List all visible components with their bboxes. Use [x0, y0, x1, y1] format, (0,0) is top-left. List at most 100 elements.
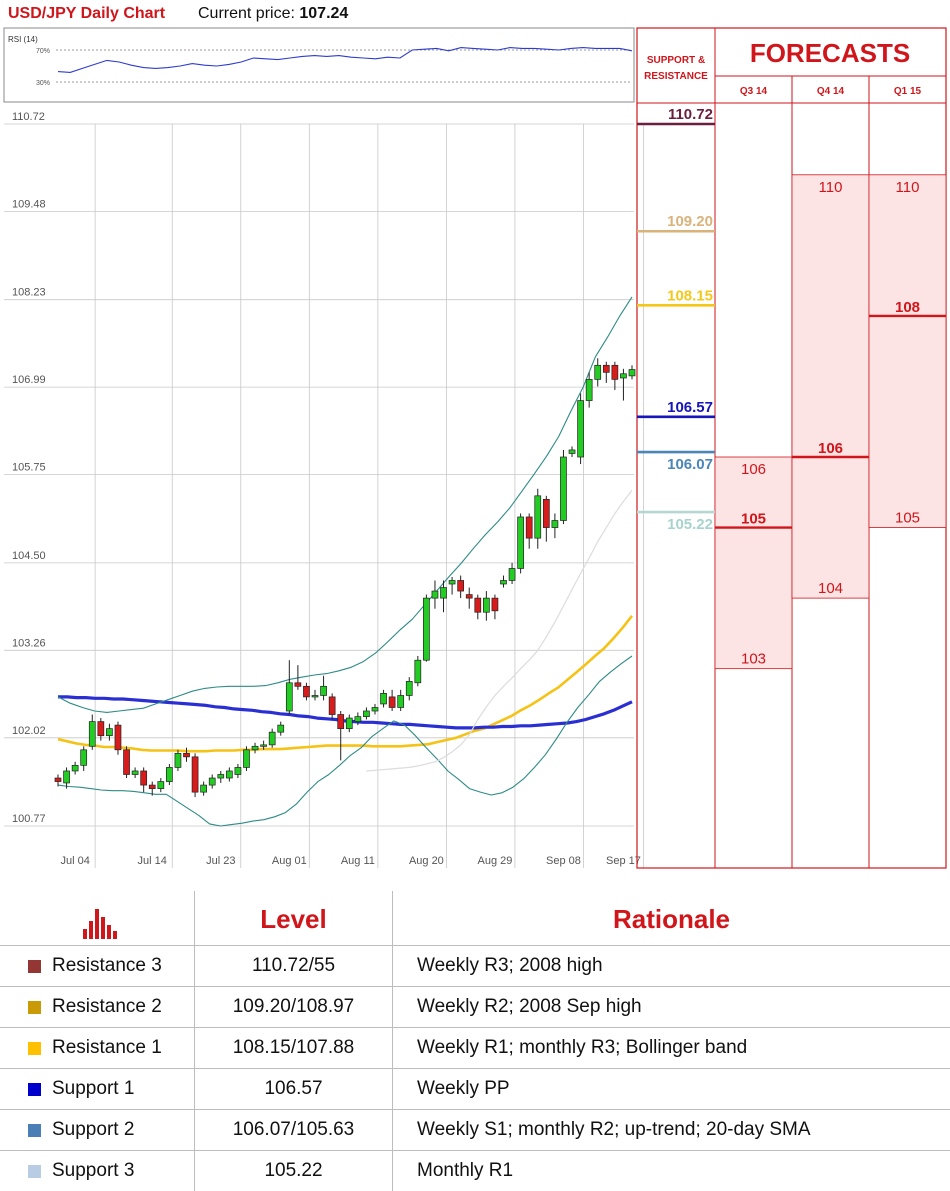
candle-up [217, 774, 225, 779]
forecast-low: 104 [818, 580, 843, 597]
candle-down [602, 364, 610, 373]
sr-level-label: 105.22 [667, 516, 713, 533]
level-swatch [28, 1083, 41, 1096]
candle-up [483, 597, 490, 613]
forecast-range [868, 174, 947, 528]
overlay-line [366, 489, 633, 772]
candle-up [208, 777, 216, 786]
y-tick-label: 104.50 [12, 550, 46, 562]
candle-up [106, 728, 113, 737]
forecast-high: 110 [896, 179, 920, 196]
x-tick-label: Jul 23 [206, 855, 235, 867]
candle-up [414, 659, 422, 684]
table-divider-1 [194, 891, 195, 1191]
x-tick-label: Sep 17 [606, 855, 641, 867]
forecast-low: 105 [895, 510, 920, 527]
forecast-range [714, 456, 793, 670]
candle-down [303, 685, 310, 698]
forecast-range [791, 174, 870, 599]
candle-down [465, 594, 473, 599]
candle-down [183, 752, 190, 758]
bar-chart-icon [82, 903, 120, 941]
candle-up [577, 400, 584, 458]
candle-down [337, 714, 345, 729]
level-value: 105.22 [264, 1160, 323, 1181]
y-tick-label: 102.02 [12, 725, 46, 737]
y-tick-label: 110.72 [12, 111, 45, 123]
candle-up [131, 770, 139, 775]
level-name: Support 3 [52, 1160, 135, 1181]
forecast-mid: 106 [818, 440, 843, 457]
rsi-panel [3, 27, 635, 103]
candles [54, 358, 636, 798]
table-row: Resistance 2 109.20/108.97 Weekly R2; 2008… [0, 986, 950, 1027]
table-divider-2 [392, 891, 393, 1191]
forecast-low: 103 [741, 651, 766, 668]
candle-up [243, 749, 250, 768]
candle-up [585, 379, 593, 401]
candle-up [440, 587, 447, 599]
forecasts-title: FORECASTS [750, 38, 910, 68]
candle-down [54, 777, 62, 782]
forecast-mid: 108 [895, 299, 920, 316]
candle-down [525, 516, 533, 539]
header-rationale: Rationale [612, 904, 731, 934]
level-rationale: Monthly R1 [417, 1160, 514, 1181]
forecast-high: 106 [741, 461, 766, 478]
candle-up [268, 731, 276, 746]
rsi-series [57, 47, 633, 73]
level-value: 106.07/105.63 [232, 1119, 355, 1140]
candle-up [363, 710, 370, 717]
candle-up [166, 767, 173, 782]
candle-up [431, 590, 439, 599]
forecast-col-label: Q4 14 [817, 86, 845, 97]
candle-down [388, 696, 396, 708]
candle-up [448, 580, 456, 585]
forecast-columns: Q3 14 106 105 103 Q4 14 110 106 104 Q1 15 110 108 1… [714, 86, 947, 670]
candle-up [568, 449, 576, 454]
candle-up [534, 495, 542, 539]
candle-down [542, 498, 550, 528]
chart-canvas: USD/JPY Daily Chart Current price: 107.2… [3, 5, 947, 869]
table-row: Resistance 1 108.15/107.88 Weekly R1; mont… [0, 1027, 950, 1068]
candle-up [260, 744, 267, 747]
sr-level-label: 110.72 [668, 106, 713, 123]
header-level: Level [260, 904, 327, 934]
candle-up [354, 716, 362, 722]
x-tick-label: Aug 29 [477, 855, 512, 867]
level-value: 108.15/107.88 [232, 1037, 355, 1058]
sr-level-label: 109.20 [667, 213, 713, 230]
y-tick-label: 106.99 [12, 374, 46, 386]
candle-up [380, 693, 387, 705]
level-rationale: Weekly PP [417, 1078, 510, 1099]
x-tick-label: Aug 11 [341, 855, 375, 867]
level-name: Support 2 [52, 1119, 135, 1140]
table-row: Support 2 106.07/105.63 Weekly S1; monthly… [0, 1109, 950, 1150]
overlay-line [57, 296, 633, 713]
price-value: 107.24 [299, 5, 348, 22]
forecast-col-label: Q1 15 [894, 86, 922, 97]
candle-up [628, 369, 636, 377]
candle-up [80, 749, 88, 766]
candle-up [508, 568, 516, 581]
price-grid [4, 123, 644, 868]
level-name: Resistance 2 [52, 996, 162, 1017]
sr-level-label: 108.15 [667, 287, 713, 304]
candle-down [457, 580, 465, 592]
candle-up [157, 781, 165, 789]
candle-up [551, 520, 559, 528]
x-tick-label: Jul 04 [60, 855, 89, 867]
level-swatch [28, 1165, 41, 1178]
rsi-tick-30: 30% [36, 80, 50, 87]
candle-down [294, 682, 302, 687]
overlay-line [57, 614, 634, 753]
candle-down [328, 696, 336, 715]
forecast-high: 110 [819, 179, 843, 196]
candle-up [285, 682, 293, 712]
chart-title: USD/JPY Daily Chart [8, 5, 166, 22]
candle-up [174, 752, 182, 768]
x-tick-label: Aug 01 [272, 855, 307, 867]
levels-table: Level Rationale Resistance 3 110.72/55 Wee… [0, 891, 950, 1191]
rsi-line [57, 47, 633, 73]
x-tick-label: Jul 14 [138, 855, 167, 867]
